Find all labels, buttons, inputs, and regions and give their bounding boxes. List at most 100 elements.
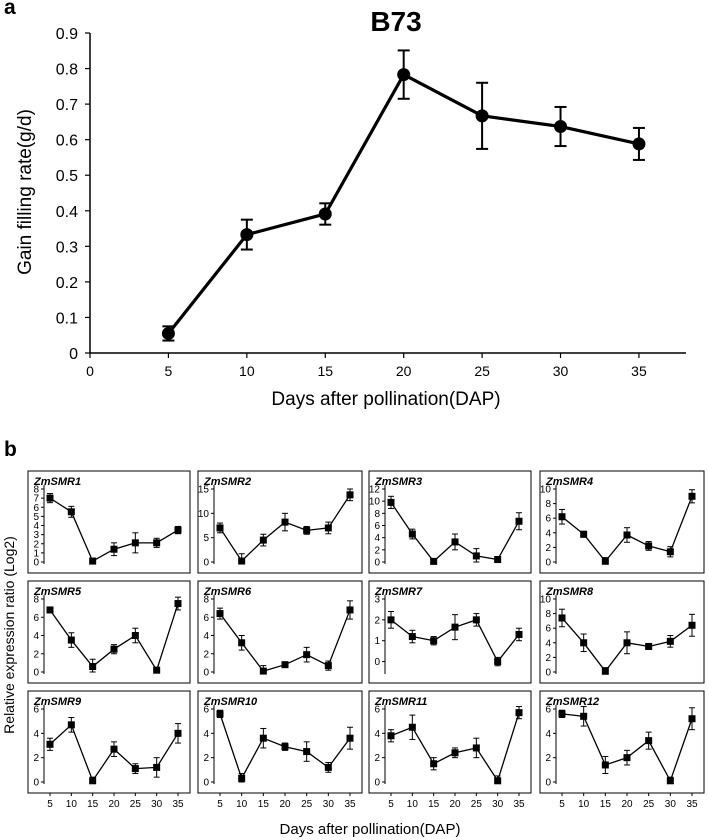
subplot-data-point: [346, 734, 354, 742]
subplot-data-point: [645, 737, 653, 745]
subplot-ZmSMR6: ZmSMR6 0 2 4 6 8: [197, 580, 363, 684]
subplot-frame: [368, 580, 532, 684]
subplot-data-point: [46, 740, 54, 748]
subplot-y-tick-label: 2: [374, 753, 380, 764]
subplot-data-point: [324, 662, 332, 670]
subplot-y-tick-label: 2: [545, 543, 551, 554]
subplot-frame: [539, 470, 705, 574]
subplot-y-tick-label: 0: [374, 778, 380, 789]
subplot-y-tick-label: 4: [374, 729, 380, 740]
subplot-data-point: [623, 754, 631, 762]
subplot-x-tick-label: 25: [130, 799, 142, 810]
y-tick-label: 0.7: [56, 97, 78, 114]
subplot-data-point: [131, 539, 139, 547]
subplot-y-tick-label: 8: [33, 485, 39, 496]
subplot-data-point: [67, 721, 75, 729]
subplot-y-tick-label: 10: [540, 595, 552, 606]
subplot-y-tick-label: 6: [33, 613, 39, 624]
subplot-data-point: [174, 729, 182, 737]
subplot-y-tick-label: 10: [198, 509, 210, 520]
subplot-y-tick-label: 4: [33, 631, 39, 642]
subplot-y-tick-label: 0: [545, 668, 551, 679]
subplot-data-point: [515, 709, 523, 717]
subplot-data-point: [110, 745, 118, 753]
subplot-data-point: [387, 498, 395, 506]
subplot-y-tick-label: 2: [374, 545, 380, 556]
subplot-ZmSMR10: ZmSMR10 0 2 4 6 5 10 15 20 25 30 35: [197, 690, 363, 810]
x-tick-label: 25: [474, 363, 490, 379]
subplot-frame: [368, 690, 532, 794]
subplot-data-point: [216, 524, 224, 532]
subplot-x-tick-label: 30: [492, 799, 504, 810]
subplot-y-tick-label: 6: [545, 624, 551, 635]
subplot-ZmSMR5: ZmSMR5 0 2 4 6 8: [27, 580, 191, 684]
panel-b-letter: b: [4, 438, 17, 461]
y-tick-label: 0.8: [56, 62, 78, 79]
subplot-y-tick-label: 4: [545, 528, 551, 539]
data-point: [318, 207, 332, 221]
subplot-title: ZmSMR2: [203, 476, 251, 488]
subplot-data-point: [238, 557, 246, 565]
subplot-frame: [539, 690, 705, 794]
subplot-y-tick-label: 4: [545, 729, 551, 740]
subplot-data-point: [238, 774, 246, 782]
subplot-y-tick-label: 5: [33, 512, 39, 523]
x-tick-label: 5: [165, 363, 173, 379]
subplot-data-point: [46, 606, 54, 614]
subplot-ZmSMR9: ZmSMR9 0 2 4 6 5 10 15 20 25 30 35: [27, 690, 191, 810]
subplot-data-point: [346, 606, 354, 614]
subplot-y-tick-label: 8: [545, 499, 551, 510]
subplot-y-tick-label: 8: [374, 509, 380, 520]
y-tick-label: 0.2: [56, 275, 78, 292]
subplot-data-point: [238, 639, 246, 647]
subplot-x-tick-label: 25: [301, 799, 313, 810]
subplot-data-point: [174, 600, 182, 608]
series-line: [167, 72, 640, 335]
subplot-data-point: [303, 651, 311, 659]
subplot-frame: [27, 580, 191, 684]
subplot-frame: [368, 470, 532, 574]
subplot-data-point: [387, 732, 395, 740]
subplot-series-line: [390, 712, 520, 783]
subplot-y-tick-label: 6: [203, 705, 209, 716]
subplot-data-point: [67, 636, 75, 644]
x-tick-label: 30: [553, 363, 569, 379]
panel-a-plot: 0 0.1 0.2 0.3 0.4 0.5 0.6 0.7 0.8 0.9 0 5 10 15 20 25 30…: [56, 26, 686, 379]
subplot-y-tick-label: 0: [203, 778, 209, 789]
subplot-ZmSMR2: ZmSMR2 0 5 10 15: [197, 470, 363, 574]
data-point: [240, 228, 254, 242]
subplot-y-tick-label: 0: [374, 657, 380, 668]
subplot-x-tick-label: 5: [217, 799, 223, 810]
subplot-x-tick-label: 10: [236, 799, 248, 810]
subplot-data-point: [216, 610, 224, 618]
subplot-ZmSMR8: ZmSMR8 0 2 4 6 8 10: [539, 580, 705, 684]
subplot-y-tick-label: 0: [33, 778, 39, 789]
data-point: [397, 68, 411, 82]
subplot-y-tick-label: 5: [203, 533, 209, 544]
subplot-data-point: [601, 667, 609, 675]
subplot-y-tick-label: 6: [545, 705, 551, 716]
subplot-y-tick-label: 3: [374, 595, 380, 606]
subplot-data-point: [515, 630, 523, 638]
data-point: [161, 326, 175, 340]
x-tick-label: 0: [86, 363, 94, 379]
subplot-x-tick-label: 35: [172, 799, 184, 810]
subplot-y-tick-label: 1: [33, 548, 39, 559]
panel-b-grid: ZmSMR1012345678ZmSMR2051015ZmSMR30246810…: [27, 470, 705, 810]
subplot-y-tick-label: 6: [33, 705, 39, 716]
subplot-frame: [27, 470, 191, 574]
subplot-data-point: [89, 557, 97, 565]
y-tick-label: 0: [69, 346, 78, 363]
subplot-data-point: [153, 666, 161, 674]
subplot-data-point: [558, 614, 566, 622]
subplot-x-tick-label: 30: [151, 799, 163, 810]
subplot-title: ZmSMR9: [33, 696, 82, 708]
subplot-data-point: [131, 765, 139, 773]
subplot-x-tick-label: 5: [559, 799, 565, 810]
subplot-title: ZmSMR3: [374, 476, 422, 488]
panel-a-ylabel: Gain filling rate(g/d): [15, 109, 36, 275]
subplot-x-tick-label: 30: [665, 799, 677, 810]
subplot-x-tick-label: 15: [428, 799, 440, 810]
